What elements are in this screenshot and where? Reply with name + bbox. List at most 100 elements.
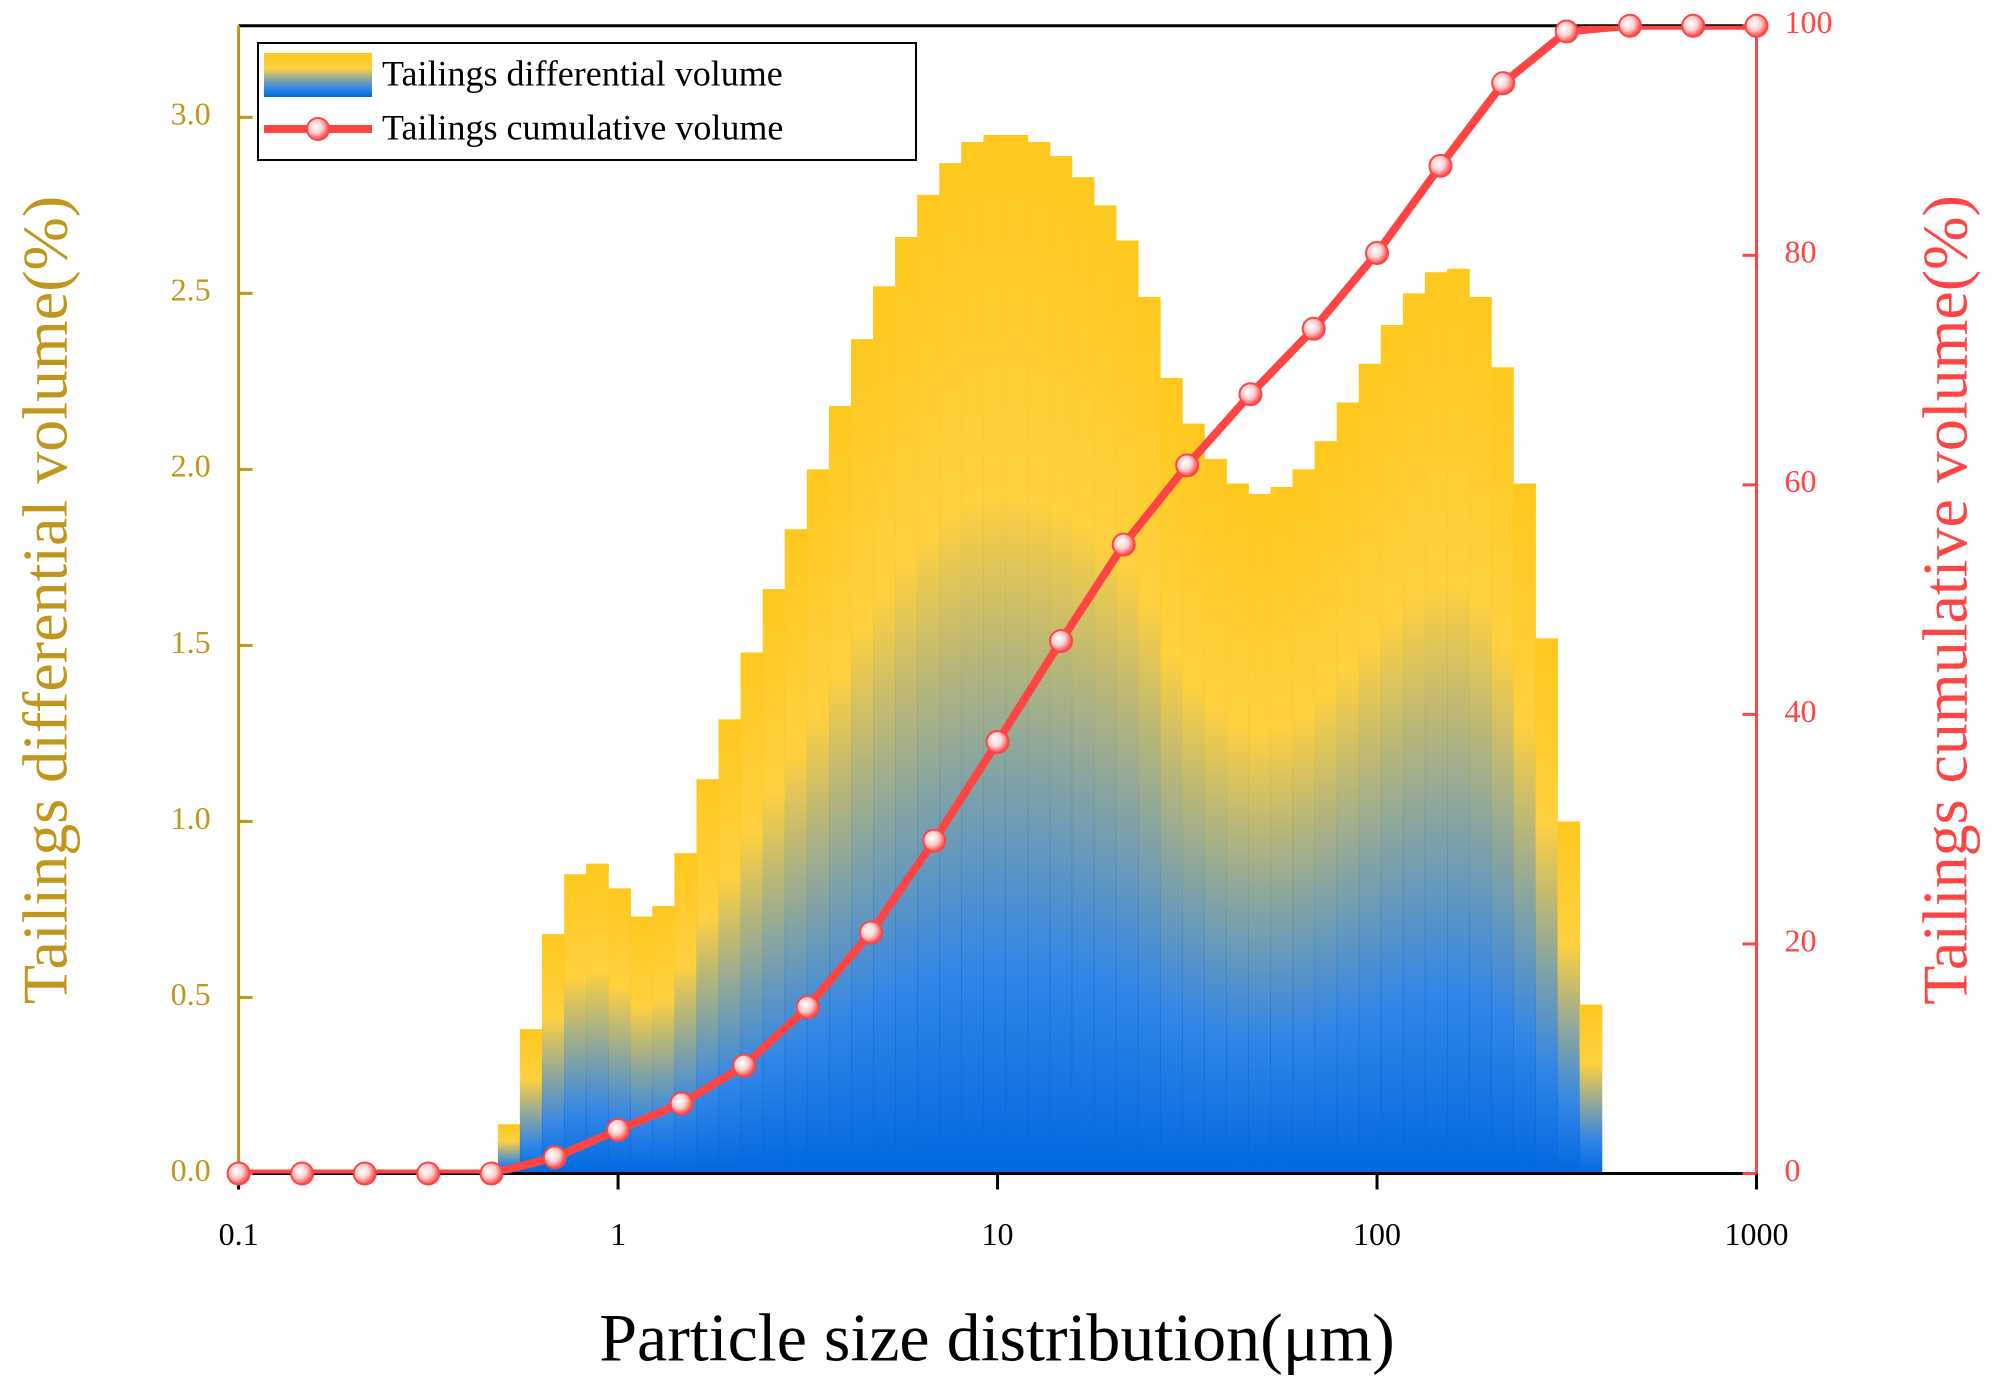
bar [740, 652, 764, 1174]
bar [564, 874, 587, 1174]
legend-label: Tailings differential volume [382, 53, 783, 93]
bar [1491, 367, 1514, 1174]
line-marker [352, 1161, 377, 1186]
bar [1336, 402, 1360, 1174]
bar [1358, 363, 1382, 1174]
y2-tick-label: 60 [1785, 463, 1817, 499]
x-tick-label: 1 [610, 1216, 626, 1252]
line-marker [922, 828, 947, 853]
bar [961, 141, 984, 1174]
bar [1447, 268, 1470, 1174]
line-marker [1491, 71, 1516, 96]
line-marker [1049, 628, 1074, 653]
bar [1071, 177, 1095, 1174]
bar [1557, 821, 1581, 1174]
line-marker [542, 1145, 567, 1170]
bar [1049, 156, 1073, 1174]
bar [939, 163, 962, 1174]
bar [1535, 638, 1558, 1174]
x-axis-label: Particle size distribution(μm) [599, 1300, 1395, 1376]
line-marker [606, 1117, 631, 1142]
bar [1005, 134, 1029, 1174]
y2-tick-label: 80 [1785, 234, 1817, 270]
y2-tick-label: 20 [1785, 922, 1817, 958]
line-marker [1681, 13, 1706, 38]
bar [541, 934, 565, 1174]
line-marker [1617, 13, 1642, 38]
bar [1248, 494, 1271, 1174]
line-marker [1238, 382, 1263, 407]
bar [1292, 469, 1316, 1174]
bar [828, 406, 852, 1174]
line-marker [985, 729, 1010, 754]
bar [1160, 377, 1183, 1174]
line-marker [1744, 13, 1769, 38]
bar [1115, 240, 1139, 1174]
bar [1469, 296, 1492, 1174]
bar [586, 863, 609, 1174]
legend-swatch [264, 53, 372, 97]
bar [1314, 441, 1338, 1174]
bar [1402, 293, 1426, 1174]
x-tick-label: 1000 [1725, 1216, 1789, 1252]
y-tick-label: 2.0 [171, 448, 211, 484]
y-tick-label: 0.0 [171, 1152, 211, 1188]
bar [696, 779, 720, 1174]
bar [895, 237, 918, 1174]
bar [784, 529, 808, 1174]
line-marker [1365, 241, 1390, 266]
line-marker [290, 1161, 315, 1186]
bar [1137, 296, 1161, 1174]
line-marker [1428, 153, 1453, 178]
line-marker [859, 920, 884, 945]
bar [1093, 205, 1117, 1174]
bar [1380, 325, 1404, 1174]
y2-tick-label: 0 [1785, 1152, 1801, 1188]
line-marker [416, 1161, 441, 1186]
bar [674, 853, 698, 1174]
legend-label: Tailings cumulative volume [382, 107, 783, 147]
bar [1579, 1004, 1603, 1174]
line-marker [669, 1091, 694, 1116]
y-tick-label: 1.0 [171, 800, 211, 836]
bar [1027, 141, 1051, 1174]
bar [1424, 272, 1448, 1174]
bar [917, 194, 940, 1174]
line-marker [1554, 19, 1579, 44]
bar [806, 469, 830, 1174]
bar [983, 134, 1007, 1174]
y-axis-label: Tailings differential volume(%) [10, 196, 81, 1004]
bar [873, 286, 896, 1174]
y-tick-label: 3.0 [171, 96, 211, 132]
bar [762, 589, 786, 1174]
bar [1270, 486, 1294, 1174]
line-marker [226, 1161, 251, 1186]
legend-marker [306, 117, 330, 141]
y2-tick-label: 100 [1785, 4, 1833, 40]
y2-axis-label: Tailings cumulative volume(%) [1910, 195, 1981, 1005]
bar [608, 888, 631, 1174]
bar [718, 719, 742, 1174]
y-tick-label: 0.5 [171, 976, 211, 1012]
bar [652, 905, 675, 1174]
bar [850, 339, 874, 1174]
y-tick-label: 2.5 [171, 272, 211, 308]
x-tick-label: 0.1 [219, 1216, 259, 1252]
line-marker [1175, 453, 1200, 478]
line-marker [479, 1161, 504, 1186]
bar [519, 1029, 543, 1174]
bar [1182, 423, 1205, 1174]
bar [1204, 458, 1227, 1174]
bar [497, 1124, 521, 1174]
line-marker [795, 995, 820, 1020]
y2-tick-label: 40 [1785, 693, 1817, 729]
y-tick-label: 1.5 [171, 624, 211, 660]
line-marker [1111, 532, 1136, 557]
line-marker [732, 1053, 757, 1078]
bar [630, 916, 653, 1174]
x-tick-label: 100 [1353, 1216, 1401, 1252]
bar [1513, 483, 1536, 1174]
line-marker [1301, 316, 1326, 341]
x-tick-label: 10 [982, 1216, 1014, 1252]
